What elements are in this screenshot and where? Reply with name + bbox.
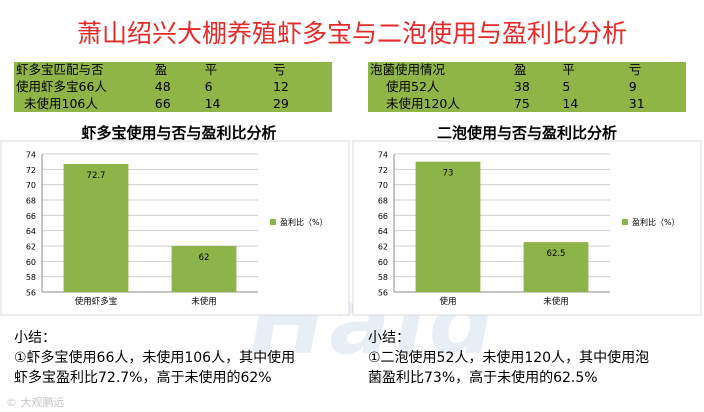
table-header-cell: 亏 [272, 62, 286, 78]
summary-heading: 小结： [368, 330, 410, 346]
y-tick-label: 62 [26, 243, 36, 252]
page-title: 萧山绍兴大棚养殖虾多宝与二泡使用与盈利比分析 [76, 19, 627, 48]
table-header-cell: 平 [562, 62, 575, 78]
y-tick-label: 64 [378, 227, 388, 236]
legend-label: 盈利比（%） [632, 217, 680, 227]
y-tick-label: 72 [378, 166, 388, 175]
y-tick-label: 72 [26, 166, 36, 175]
legend-swatch [270, 219, 276, 225]
table-header-cell: 平 [204, 62, 218, 78]
table-cell: 未使用120人 [386, 95, 460, 111]
x-tick-label: 使用虾多宝 [75, 296, 118, 307]
legend-swatch [622, 219, 628, 225]
table-cell: 未使用106人 [24, 95, 98, 111]
x-tick-label: 使用 [439, 296, 456, 307]
y-tick-label: 62 [378, 243, 388, 252]
table-cell: 29 [272, 95, 289, 111]
table-cell: 38 [513, 78, 530, 94]
bar-chart-xiaduobao: 56 58 60 62 64 66 68 70 72 74 72.7 使用虾多宝 62 未使用 盈利比（%） [0, 140, 350, 316]
table-cell: 5 [562, 78, 571, 94]
bar [415, 161, 481, 292]
credit-watermark: © 大观鹏远 [6, 396, 65, 409]
data-label: 62.5 [547, 249, 566, 259]
y-tick-label: 60 [26, 258, 36, 267]
table-cell: 使用52人 [386, 78, 440, 94]
y-tick-label: 66 [378, 212, 388, 221]
table-header-row: 泡菌使用情况 盈 平 亏 [368, 62, 686, 79]
y-tick-label: 74 [26, 151, 36, 160]
chart-title-left: 虾多宝使用与否与盈利比分析 [81, 124, 277, 142]
table-cell: 14 [562, 95, 579, 111]
data-label: 72.7 [87, 171, 106, 181]
summary-right: 小结： ①二泡使用52人，未使用120人，其中使用泡 菌盈利比73%，高于未使用… [368, 328, 704, 388]
x-tick-label: 未使用 [191, 296, 217, 307]
summary-left: 小结： ①虾多宝使用66人，未使用106人，其中使用 虾多宝盈利比72.7%，高… [14, 328, 354, 388]
table-header-cell: 盈 [154, 62, 168, 78]
table-row: 未使用120人 75 14 31 [368, 95, 686, 112]
y-tick-label: 74 [378, 151, 388, 160]
y-tick-label: 60 [378, 258, 388, 267]
summary-heading: 小结： [14, 330, 56, 346]
table-header-cell: 亏 [628, 62, 642, 78]
table-row: 使用52人 38 5 9 [368, 79, 686, 96]
summary-line: ①二泡使用52人，未使用120人，其中使用泡 [368, 350, 650, 366]
bar [523, 242, 589, 292]
chart-title-right: 二泡使用与否与盈利比分析 [436, 124, 617, 142]
table-cell: 75 [513, 95, 530, 111]
table-header-cell: 泡菌使用情况 [370, 62, 446, 78]
y-tick-label: 56 [378, 289, 388, 298]
table-cell: 48 [154, 78, 171, 94]
table-row: 未使用106人 66 14 29 [14, 95, 332, 112]
table-cell: 9 [628, 78, 637, 94]
y-tick-label: 66 [26, 212, 36, 221]
table-header-row: 虾多宝匹配与否 盈 平 亏 [14, 62, 332, 79]
table-header-cell: 虾多宝匹配与否 [16, 62, 104, 78]
summary-line: 虾多宝盈利比72.7%，高于未使用的62% [14, 370, 272, 386]
table-cell: 31 [628, 95, 645, 111]
table-cell: 6 [204, 78, 213, 94]
data-label: 62 [199, 253, 210, 263]
table-header-cell: 盈 [513, 62, 527, 78]
summary-line: 菌盈利比73%，高于未使用的62.5% [368, 370, 598, 386]
table-row: 使用虾多宝66人 48 6 12 [14, 79, 332, 96]
table-xiaduobao: 虾多宝匹配与否 盈 平 亏 使用虾多宝66人 48 6 12 未使用106人 6… [14, 62, 332, 112]
summary-line: ①虾多宝使用66人，未使用106人，其中使用 [14, 350, 296, 366]
y-tick-label: 58 [378, 273, 388, 282]
y-tick-label: 58 [26, 273, 36, 282]
table-cell: 66 [154, 95, 171, 111]
table-cell: 12 [272, 78, 289, 94]
table-cell: 14 [204, 95, 221, 111]
y-tick-label: 68 [26, 197, 36, 206]
y-tick-label: 70 [378, 181, 388, 190]
table-cell: 使用虾多宝66人 [16, 78, 107, 94]
y-tick-label: 56 [26, 289, 36, 298]
table-paojun: 泡菌使用情况 盈 平 亏 使用52人 38 5 9 未使用120人 75 14 … [368, 62, 686, 112]
bar [171, 246, 237, 292]
data-label: 73 [443, 169, 454, 179]
y-tick-label: 70 [26, 181, 36, 190]
bar [63, 163, 129, 292]
y-tick-label: 64 [26, 227, 36, 236]
x-tick-label: 未使用 [543, 296, 569, 307]
y-tick-label: 68 [378, 197, 388, 206]
legend-label: 盈利比（%） [280, 217, 328, 227]
bar-chart-paojun: 56 58 60 62 64 66 68 70 72 74 73 使用 62.5 未使用 盈利比（%） [352, 140, 702, 316]
